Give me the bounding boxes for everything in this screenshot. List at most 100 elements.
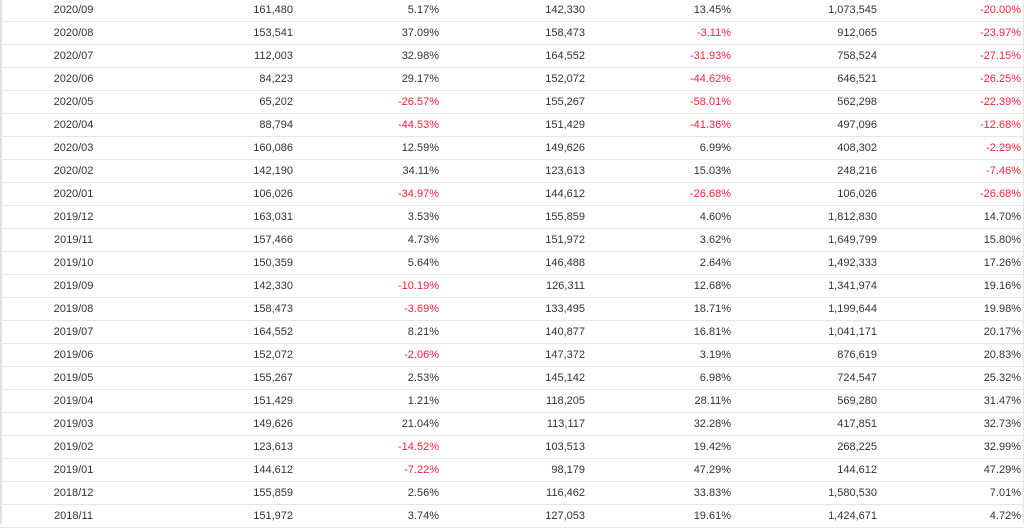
change-cell: 47.29% [588,458,734,482]
value-cell: 164,552 [147,320,296,344]
table-row: 2018/12 155,859 2.56% 116,462 33.83% 1,580,53… [0,481,1024,505]
value-cell: 164,552 [442,44,588,68]
value-cell: 151,429 [147,389,296,413]
value-cell: 123,613 [442,159,588,183]
change-cell: 16.81% [588,320,734,344]
value-cell: 157,466 [147,228,296,252]
value-cell: 123,613 [147,435,296,459]
table-row: 2019/04 151,429 1.21% 118,205 28.11% 569,280 3… [0,389,1024,413]
change-cell: 6.98% [588,366,734,390]
value-cell: 146,488 [442,251,588,275]
change-cell: 5.17% [296,0,442,22]
cumulative-cell: 1,492,333 [734,251,880,275]
change-cell: -26.68% [880,182,1024,206]
change-cell: 12.59% [296,136,442,160]
change-cell: 28.11% [588,389,734,413]
cumulative-cell: 1,580,530 [734,481,880,505]
change-cell: 15.80% [880,228,1024,252]
change-cell: 3.53% [296,205,442,229]
value-cell: 144,612 [442,182,588,206]
value-cell: 158,473 [442,21,588,45]
table-row: 2020/03 160,086 12.59% 149,626 6.99% 408,302-… [0,136,1024,160]
change-cell: 19.16% [880,274,1024,298]
month-cell: 2019/07 [0,320,147,344]
change-cell: 17.26% [880,251,1024,275]
table-row: 2020/04 88,794 -44.53% 151,429 -41.36% 497,09… [0,113,1024,137]
cumulative-cell: 1,649,799 [734,228,880,252]
value-cell: 149,626 [147,412,296,436]
cumulative-cell: 569,280 [734,389,880,413]
table-row: 2018/11 151,972 3.74% 127,053 19.61% 1,424,67… [0,504,1024,528]
cumulative-cell: 497,096 [734,113,880,137]
change-cell: 18.71% [588,297,734,321]
change-cell: 3.62% [588,228,734,252]
change-cell: 37.09% [296,21,442,45]
cumulative-cell: 268,225 [734,435,880,459]
value-cell: 151,972 [442,228,588,252]
month-cell: 2019/09 [0,274,147,298]
value-cell: 142,330 [442,0,588,22]
cumulative-cell: 1,199,644 [734,297,880,321]
value-cell: 155,859 [147,481,296,505]
value-cell: 113,117 [442,412,588,436]
change-cell: -34.97% [296,182,442,206]
value-cell: 160,086 [147,136,296,160]
month-cell: 2018/12 [0,481,147,505]
change-cell: 34.11% [296,159,442,183]
value-cell: 161,480 [147,0,296,22]
value-cell: 140,877 [442,320,588,344]
cumulative-cell: 912,065 [734,21,880,45]
change-cell: -26.68% [588,182,734,206]
cumulative-cell: 1,341,974 [734,274,880,298]
change-cell: -23.97% [880,21,1024,45]
table-row: 2019/05 155,267 2.53% 145,142 6.98% 724,547 25… [0,366,1024,390]
table-row: 2020/01 106,026 -34.97% 144,612 -26.68% 106,0… [0,182,1024,206]
value-cell: 127,053 [442,504,588,528]
month-cell: 2018/11 [0,504,147,528]
table-row: 2019/12 163,031 3.53% 155,859 4.60% 1,812,830… [0,205,1024,229]
cumulative-cell: 562,298 [734,90,880,114]
change-cell: 3.74% [296,504,442,528]
change-cell: -41.36% [588,113,734,137]
value-cell: 142,190 [147,159,296,183]
change-cell: -22.39% [880,90,1024,114]
value-cell: 155,859 [442,205,588,229]
change-cell: 47.29% [880,458,1024,482]
value-cell: 145,142 [442,366,588,390]
value-cell: 155,267 [147,366,296,390]
table-row: 2019/07 164,552 8.21% 140,877 16.81% 1,041,17… [0,320,1024,344]
table-row: 2019/02 123,613 -14.52% 103,513 19.42% 268,22… [0,435,1024,459]
value-cell: 103,513 [442,435,588,459]
change-cell: 14.70% [880,205,1024,229]
change-cell: -2.06% [296,343,442,367]
cumulative-cell: 1,812,830 [734,205,880,229]
value-cell: 142,330 [147,274,296,298]
table-row: 2020/08 153,541 37.09% 158,473 -3.11% 912,065… [0,21,1024,45]
change-cell: 4.60% [588,205,734,229]
month-cell: 2019/02 [0,435,147,459]
change-cell: 32.28% [588,412,734,436]
month-cell: 2019/04 [0,389,147,413]
table-row: 2020/06 84,223 29.17% 152,072 -44.62% 646,521… [0,67,1024,91]
value-cell: 150,359 [147,251,296,275]
table-row: 2020/07 112,003 32.98% 164,552 -31.93% 758,52… [0,44,1024,68]
month-cell: 2020/03 [0,136,147,160]
change-cell: 5.64% [296,251,442,275]
value-cell: 144,612 [147,458,296,482]
change-cell: -10.19% [296,274,442,298]
change-cell: 29.17% [296,67,442,91]
value-cell: 106,026 [147,182,296,206]
change-cell: -31.93% [588,44,734,68]
cumulative-cell: 1,424,671 [734,504,880,528]
month-cell: 2019/01 [0,458,147,482]
change-cell: 32.99% [880,435,1024,459]
change-cell: -2.29% [880,136,1024,160]
cumulative-cell: 408,302 [734,136,880,160]
change-cell: 20.17% [880,320,1024,344]
value-cell: 126,311 [442,274,588,298]
value-cell: 116,462 [442,481,588,505]
value-cell: 112,003 [147,44,296,68]
month-cell: 2020/01 [0,182,147,206]
